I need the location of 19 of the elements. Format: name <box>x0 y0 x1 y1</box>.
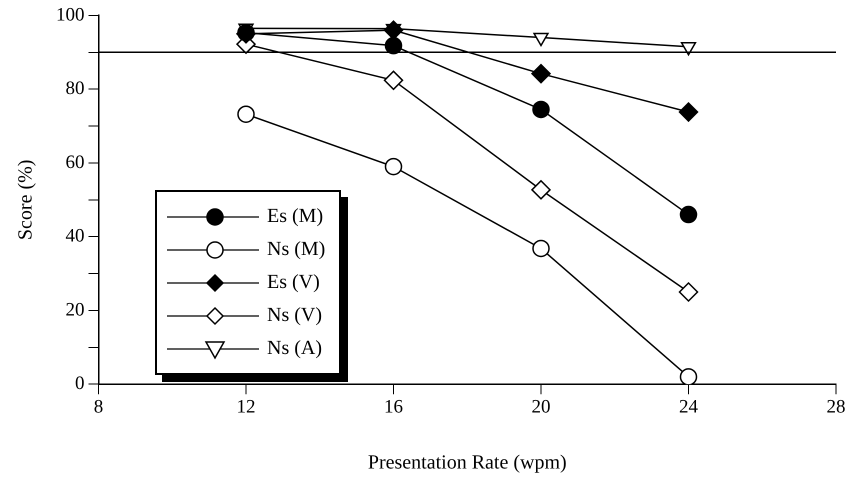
x-tick-label: 20 <box>532 396 550 418</box>
y-axis-title: Score (%) <box>14 160 36 240</box>
x-tick-label: 28 <box>826 396 846 418</box>
x-tick-label: 16 <box>384 396 403 418</box>
y-tick-label: 40 <box>66 226 84 247</box>
legend-label: Ns (V) <box>267 304 322 327</box>
y-tick-label: 60 <box>66 152 84 173</box>
x-axis-title: Presentation Rate (wpm) <box>368 451 567 474</box>
legend-label: Es (M) <box>267 205 324 228</box>
y-tick-label: 0 <box>75 373 84 394</box>
x-tick-label: 8 <box>94 396 104 418</box>
x-tick-label: 12 <box>236 396 256 418</box>
x-tick-label: 24 <box>679 396 698 418</box>
y-tick-label: 80 <box>66 78 84 100</box>
legend-label: Es (V) <box>267 271 320 294</box>
legend-label: Ns (A) <box>267 337 322 360</box>
legend-label: Ns (M) <box>267 238 326 261</box>
y-tick-label: 20 <box>66 299 84 320</box>
y-tick-label: 100 <box>56 4 84 26</box>
